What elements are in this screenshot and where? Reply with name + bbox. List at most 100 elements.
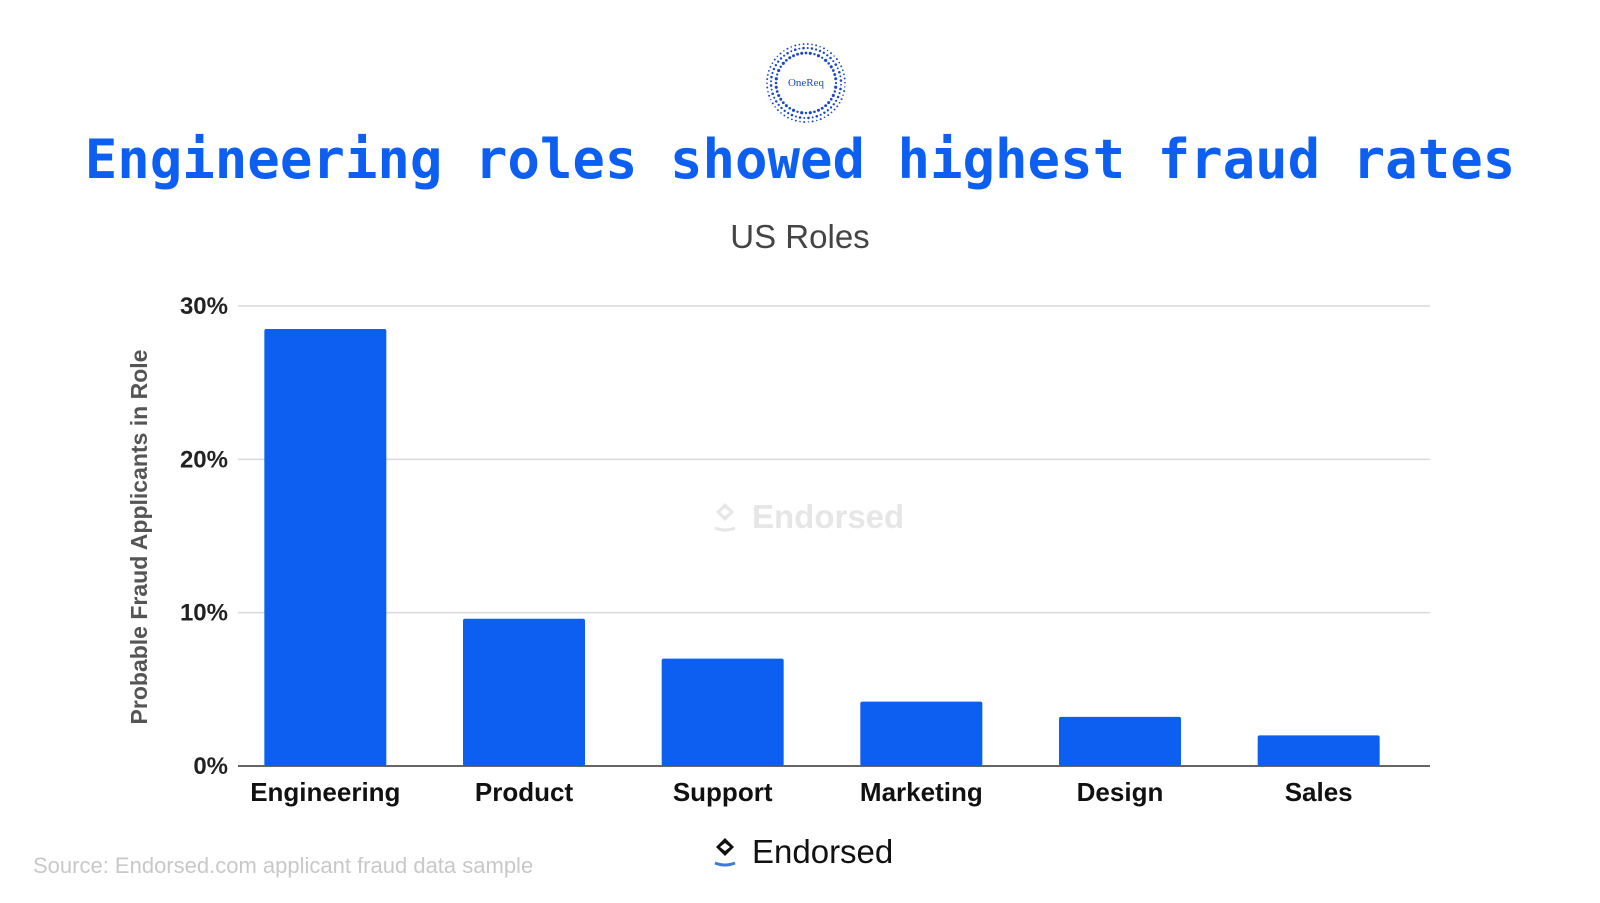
logo-dot (788, 56, 792, 60)
logo-dot (826, 54, 829, 57)
logo-dot (827, 62, 830, 65)
logo-dot (836, 105, 839, 108)
logo-dot (771, 102, 774, 105)
logo-dot (838, 101, 841, 104)
logo-dot (836, 95, 840, 99)
bar-support (661, 658, 784, 766)
logo-dot (824, 104, 828, 108)
logo-dot (783, 109, 786, 112)
logo-dot (840, 98, 843, 101)
logo-dot (776, 73, 779, 76)
endorsed-brand: Endorsed (712, 832, 893, 872)
bar-engineering (264, 329, 387, 766)
logo-dot (794, 115, 797, 118)
bar-marketing (860, 701, 983, 766)
bar-sales (1257, 735, 1380, 766)
chart-subtitle: US Roles (730, 218, 870, 255)
bars (264, 329, 1380, 766)
logo-dot (806, 43, 809, 45)
logo-dot (796, 110, 799, 113)
logo-dot (776, 109, 779, 112)
logo-dot (806, 47, 809, 50)
logo-dot (818, 49, 822, 53)
y-tick-labels: 0% 10% 20% 30% (180, 293, 228, 780)
logo-dot (767, 90, 769, 93)
logo-dot (790, 118, 793, 121)
y-tick-label: 10% (180, 600, 228, 627)
logo-dot-ring (766, 43, 846, 123)
logo-dot (771, 92, 774, 96)
y-tick-label: 0% (193, 753, 228, 780)
logo-dot (808, 51, 812, 55)
logo-dot (794, 119, 797, 122)
logo-dot (819, 45, 821, 48)
logo-dot (792, 54, 795, 58)
logo-dot (773, 96, 776, 99)
bar-design (1059, 716, 1181, 766)
logo-dot (802, 43, 805, 46)
logo-dot (839, 75, 842, 78)
endorsed-watermark-icon (714, 503, 736, 532)
logo-dot (777, 60, 780, 63)
logo-dot (796, 52, 799, 56)
logo-dot (810, 47, 814, 50)
logo-dot (790, 46, 793, 48)
logo-dot (807, 116, 810, 120)
logo-dot (811, 120, 814, 123)
logo-dot (829, 65, 833, 69)
x-tick-labels: Engineering Product Support Marketing Design… (250, 777, 1352, 807)
logo-dot (823, 111, 826, 115)
logo-dot (790, 50, 793, 53)
source-note: Source: Endorsed.com applicant fraud dat… (33, 853, 534, 878)
logo-dot (771, 71, 774, 75)
logo-dot (823, 116, 826, 119)
logo-dot (803, 120, 806, 123)
logo-dot (800, 51, 804, 55)
logo-dot (833, 90, 837, 93)
endorsed-brand-label: Endorsed (752, 833, 894, 870)
logo-dot (785, 58, 788, 62)
logo-dot (843, 90, 846, 93)
logo-dot (815, 115, 819, 118)
logo-dot (770, 98, 772, 101)
logo-dot (799, 120, 801, 123)
logo-dot (774, 106, 776, 108)
logo-dot (807, 121, 810, 123)
logo-dot (826, 49, 829, 52)
logo-dot (811, 116, 814, 119)
logo-dot (783, 50, 785, 52)
endorsed-logo-icon (714, 838, 736, 867)
logo-dot (842, 94, 844, 96)
logo-dot (766, 86, 769, 89)
logo-dot (829, 97, 833, 101)
logo-dot (838, 92, 841, 95)
logo-dot (766, 82, 768, 85)
logo-dot (821, 56, 824, 59)
logo-dot (802, 46, 805, 50)
logo-dot (838, 70, 841, 74)
logo-dot (779, 65, 782, 69)
logo-dot (803, 117, 806, 119)
logo-dot (779, 97, 783, 101)
gridlines (238, 305, 1430, 767)
logo-dot (829, 106, 833, 109)
logo-dot (804, 51, 808, 55)
logo-dot (836, 67, 839, 70)
y-axis-label: Probable Fraud Applicants in Role (126, 350, 152, 725)
logo-dot (838, 61, 841, 64)
logo-dot (775, 90, 779, 93)
logo-dot (766, 74, 769, 76)
logo-dot (783, 114, 786, 117)
logo-dot (786, 51, 789, 55)
logo-dot (819, 118, 822, 121)
logo-dot (830, 111, 833, 114)
logo-dot (770, 80, 773, 83)
logo-dot (780, 112, 782, 114)
logo-dot (827, 101, 831, 105)
logo-dot (771, 62, 774, 65)
logo-dot (808, 111, 812, 115)
logo-dot (770, 75, 773, 79)
logo-dot (822, 47, 825, 50)
logo-dot (774, 85, 778, 89)
logo-dot (800, 111, 804, 115)
